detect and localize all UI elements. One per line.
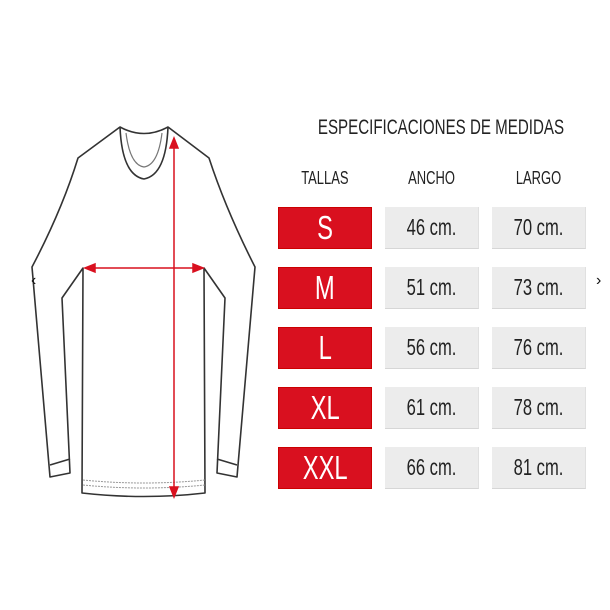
cell-text: 70 cm. bbox=[513, 214, 564, 240]
cell-text: 78 cm. bbox=[513, 394, 564, 420]
cell-text: 66 cm. bbox=[406, 454, 457, 480]
cell-size: XXL bbox=[278, 447, 372, 489]
cell-text: L bbox=[318, 329, 332, 366]
cell-length: 70 cm. bbox=[492, 207, 586, 249]
column-header-length: LARGO bbox=[492, 168, 586, 189]
cell-size: L bbox=[278, 327, 372, 369]
title-text: ESPECIFICACIONES DE MEDIDAS bbox=[317, 116, 565, 139]
cell-width: 56 cm. bbox=[385, 327, 479, 369]
column-header-width: ANCHO bbox=[385, 168, 479, 189]
cell-text: XL bbox=[310, 389, 340, 426]
cell-text: 81 cm. bbox=[513, 454, 564, 480]
column-header-text: LARGO bbox=[516, 168, 562, 188]
cell-size: S bbox=[278, 207, 372, 249]
shirt-outline bbox=[31, 126, 256, 498]
cell-text: 73 cm. bbox=[513, 274, 564, 300]
column-header-size: TALLAS bbox=[278, 168, 372, 189]
cell-length: 76 cm. bbox=[492, 327, 586, 369]
cell-width: 51 cm. bbox=[385, 267, 479, 309]
column-header-text: TALLAS bbox=[301, 168, 349, 188]
cell-text: 51 cm. bbox=[406, 274, 457, 300]
page-title: ESPECIFICACIONES DE MEDIDAS bbox=[270, 116, 600, 140]
cell-length: 73 cm. bbox=[492, 267, 586, 309]
cell-text: 61 cm. bbox=[406, 394, 457, 420]
column-header-text: ANCHO bbox=[408, 168, 456, 188]
cell-length: 78 cm. bbox=[492, 387, 586, 429]
cell-text: M bbox=[315, 269, 335, 306]
cell-text: XXL bbox=[302, 449, 348, 486]
cell-text: 76 cm. bbox=[513, 334, 564, 360]
cell-size: M bbox=[278, 267, 372, 309]
cell-width: 46 cm. bbox=[385, 207, 479, 249]
cell-size: XL bbox=[278, 387, 372, 429]
cell-text: 56 cm. bbox=[406, 334, 457, 360]
cell-text: 46 cm. bbox=[406, 214, 457, 240]
chevron-left-icon[interactable]: ‹ bbox=[31, 272, 37, 289]
chevron-right-icon[interactable]: › bbox=[596, 272, 602, 289]
cell-text: S bbox=[317, 209, 333, 246]
measure-arrows bbox=[82, 135, 206, 500]
cell-width: 66 cm. bbox=[385, 447, 479, 489]
cell-length: 81 cm. bbox=[492, 447, 586, 489]
cell-width: 61 cm. bbox=[385, 387, 479, 429]
